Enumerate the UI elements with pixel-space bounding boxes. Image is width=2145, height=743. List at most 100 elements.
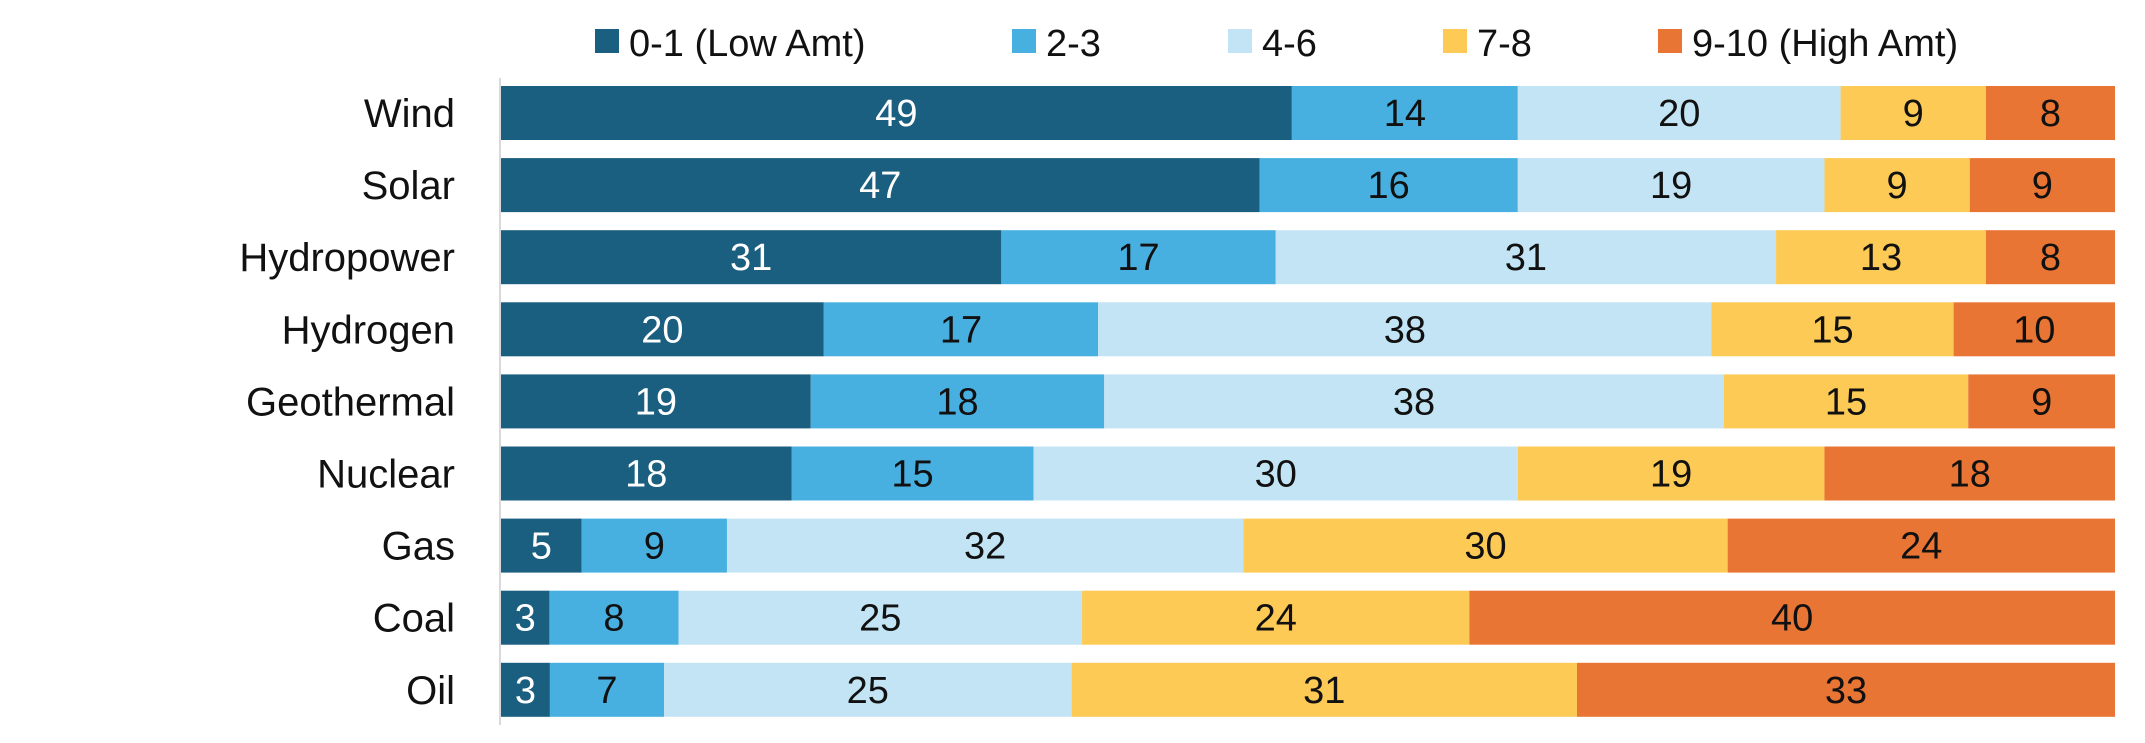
data-label-solar-0-1-low-amt: 47 xyxy=(859,165,901,207)
bar-coal-9-10-high-amt xyxy=(1469,590,2115,645)
data-label-wind-2-3: 14 xyxy=(1384,93,1426,135)
bar-wind-7-8 xyxy=(1840,86,1986,140)
bar-wind-2-3 xyxy=(1291,86,1518,140)
bar-solar-0-1-low-amt xyxy=(501,158,1260,213)
data-label-gas-7-8: 30 xyxy=(1464,526,1506,568)
bar-gas-4-6 xyxy=(726,518,1244,573)
legend-swatch-4-6 xyxy=(1228,29,1252,53)
data-label-geothermal-9-10-high-amt: 9 xyxy=(2031,381,2052,423)
bar-wind-4-6 xyxy=(1517,86,1841,140)
bar-hydrogen-2-3 xyxy=(823,302,1099,357)
bar-oil-0-1-low-amt xyxy=(501,662,550,717)
bar-hydropower-7-8 xyxy=(1776,230,1986,285)
data-label-hydrogen-2-3: 17 xyxy=(940,309,982,351)
bar-nuclear-7-8 xyxy=(1517,446,1825,501)
data-label-hydrogen-0-1-low-amt: 20 xyxy=(641,309,683,351)
bar-hydrogen-4-6 xyxy=(1098,302,1712,357)
bar-solar-9-10-high-amt xyxy=(1969,158,2115,213)
bar-hydropower-0-1-low-amt xyxy=(501,230,1002,285)
data-label-coal-2-3: 8 xyxy=(603,598,624,640)
data-label-hydrogen-4-6: 38 xyxy=(1384,309,1426,351)
legend-label-0-1-low-amt: 0-1 (Low Amt) xyxy=(629,23,866,65)
data-label-nuclear-2-3: 15 xyxy=(891,454,933,496)
data-label-coal-9-10-high-amt: 40 xyxy=(1771,598,1813,640)
bar-geothermal-2-3 xyxy=(810,374,1105,429)
data-label-solar-7-8: 9 xyxy=(1887,165,1908,207)
legend-swatch-0-1-low-amt xyxy=(595,29,619,53)
category-label-nuclear: Nuclear xyxy=(317,453,455,497)
data-label-gas-9-10-high-amt: 24 xyxy=(1900,526,1942,568)
data-label-oil-9-10-high-amt: 33 xyxy=(1825,670,1867,712)
data-label-wind-0-1-low-amt: 49 xyxy=(875,93,917,135)
data-label-wind-9-10-high-amt: 8 xyxy=(2040,93,2061,135)
data-label-hydrogen-7-8: 15 xyxy=(1811,309,1853,351)
bar-hydrogen-0-1-low-amt xyxy=(501,302,824,357)
data-label-geothermal-4-6: 38 xyxy=(1393,381,1435,423)
bar-solar-4-6 xyxy=(1517,158,1825,213)
bar-gas-0-1-low-amt xyxy=(501,518,582,573)
category-label-hydropower: Hydropower xyxy=(239,236,455,280)
data-label-oil-7-8: 31 xyxy=(1303,670,1345,712)
bar-oil-7-8 xyxy=(1071,662,1577,717)
bar-oil-4-6 xyxy=(664,662,1072,717)
bar-nuclear-2-3 xyxy=(791,446,1034,501)
data-label-hydropower-4-6: 31 xyxy=(1505,237,1547,279)
bar-nuclear-0-1-low-amt xyxy=(501,446,792,501)
bar-geothermal-4-6 xyxy=(1104,374,1724,429)
category-label-wind: Wind xyxy=(364,92,455,136)
bar-oil-9-10-high-amt xyxy=(1577,662,2115,717)
bar-wind-9-10-high-amt xyxy=(1985,86,2115,140)
bar-hydropower-4-6 xyxy=(1275,230,1777,285)
data-label-solar-4-6: 19 xyxy=(1650,165,1692,207)
data-label-hydropower-0-1-low-amt: 31 xyxy=(730,237,772,279)
legend-label-9-10-high-amt: 9-10 (High Amt) xyxy=(1692,23,1958,65)
data-label-nuclear-0-1-low-amt: 18 xyxy=(625,454,667,496)
data-label-nuclear-4-6: 30 xyxy=(1255,454,1297,496)
bar-nuclear-4-6 xyxy=(1033,446,1518,501)
data-label-hydropower-7-8: 13 xyxy=(1860,237,1902,279)
bar-hydrogen-7-8 xyxy=(1711,302,1954,357)
data-label-geothermal-0-1-low-amt: 19 xyxy=(635,381,677,423)
data-label-geothermal-2-3: 18 xyxy=(936,381,978,423)
bar-wind-0-1-low-amt xyxy=(501,86,1292,140)
data-label-gas-0-1-low-amt: 5 xyxy=(531,526,552,568)
data-label-hydropower-9-10-high-amt: 8 xyxy=(2040,237,2061,279)
legend-swatch-9-10-high-amt xyxy=(1658,29,1682,53)
data-label-gas-4-6: 32 xyxy=(964,526,1006,568)
data-label-oil-0-1-low-amt: 3 xyxy=(515,670,536,712)
category-label-gas: Gas xyxy=(382,525,455,569)
bar-hydrogen-9-10-high-amt xyxy=(1953,302,2115,357)
category-label-oil: Oil xyxy=(406,669,455,713)
category-label-solar: Solar xyxy=(362,164,455,208)
category-label-geothermal: Geothermal xyxy=(246,380,455,424)
bar-geothermal-0-1-low-amt xyxy=(501,374,811,429)
legend-label-2-3: 2-3 xyxy=(1046,23,1101,65)
category-labels: Wind Solar Hydropower Hydrogen Geothermal Nuc… xyxy=(239,92,455,713)
data-label-coal-4-6: 25 xyxy=(859,598,901,640)
bar-gas-2-3 xyxy=(581,518,727,573)
data-label-coal-7-8: 24 xyxy=(1255,598,1297,640)
legend-label-4-6: 4-6 xyxy=(1262,23,1317,65)
data-label-hydrogen-9-10-high-amt: 10 xyxy=(2013,309,2055,351)
data-label-wind-7-8: 9 xyxy=(1903,93,1924,135)
chart-legend: 0-1 (Low Amt) 2-3 4-6 7-8 9-10 (High Amt) xyxy=(595,23,1958,65)
category-label-coal: Coal xyxy=(373,597,455,641)
bar-coal-0-1-low-amt xyxy=(501,590,550,645)
data-label-wind-4-6: 20 xyxy=(1658,93,1700,135)
bar-solar-2-3 xyxy=(1259,158,1518,213)
bar-hydropower-2-3 xyxy=(1001,230,1276,285)
legend-swatch-2-3 xyxy=(1012,29,1036,53)
bar-coal-2-3 xyxy=(549,590,679,645)
data-label-geothermal-7-8: 15 xyxy=(1825,381,1867,423)
data-label-oil-4-6: 25 xyxy=(847,670,889,712)
data-label-solar-9-10-high-amt: 9 xyxy=(2032,165,2053,207)
data-label-nuclear-7-8: 19 xyxy=(1650,454,1692,496)
bar-hydropower-9-10-high-amt xyxy=(1985,230,2115,285)
category-label-hydrogen: Hydrogen xyxy=(282,308,455,352)
bar-solar-7-8 xyxy=(1824,158,1970,213)
bar-gas-7-8 xyxy=(1243,518,1728,573)
bar-gas-9-10-high-amt xyxy=(1727,518,2115,573)
bar-geothermal-9-10-high-amt xyxy=(1968,374,2115,429)
